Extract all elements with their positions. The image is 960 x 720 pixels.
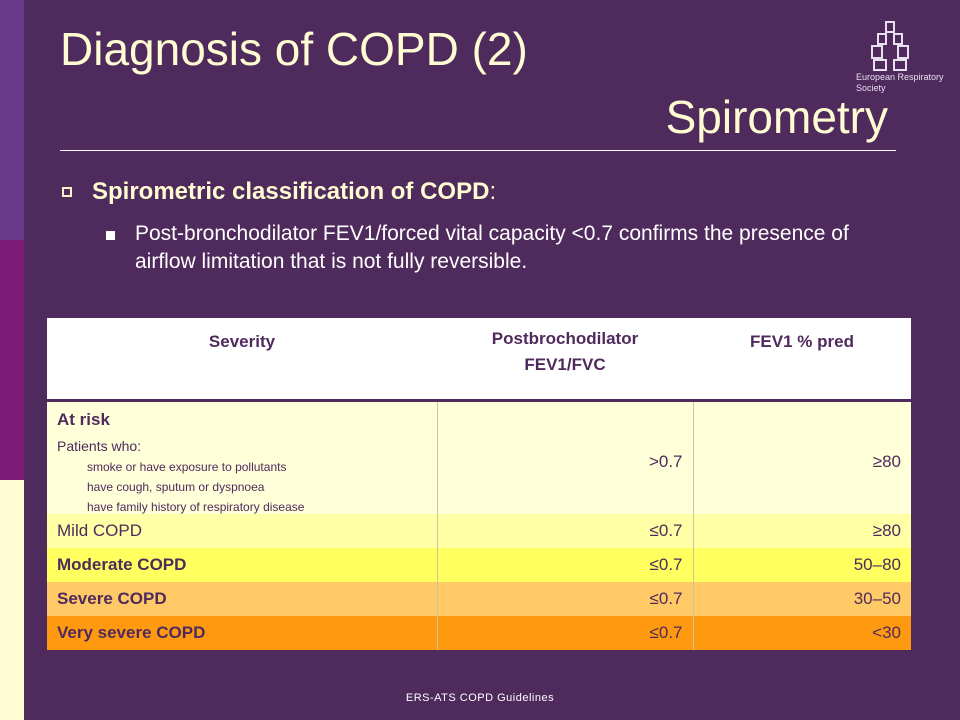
filled-square-bullet-icon: [106, 231, 115, 240]
bullet-main-colon: :: [489, 178, 497, 205]
row-label: Very severe COPD: [47, 616, 438, 650]
row-label: Mild COPD: [47, 514, 438, 548]
row-fev1-fvc: ≤0.7: [437, 548, 694, 582]
logo-caption: European Respiratory Society: [856, 72, 944, 94]
side-stripe: [0, 0, 24, 720]
row-label: Severe COPD: [47, 582, 438, 616]
at-risk-item: smoke or have exposure to pollutants: [87, 460, 287, 474]
severity-table: Severity Postbrochodilator FEV1/FVC FEV1…: [47, 318, 911, 650]
row-fev1-pred: <30: [693, 616, 911, 650]
slide-subtitle: Spirometry: [665, 91, 888, 143]
logo-caption-line: Society: [856, 83, 886, 93]
side-stripe-middle: [0, 240, 24, 480]
row-fev1-fvc: ≤0.7: [437, 616, 694, 650]
slide-footer: ERS-ATS COPD Guidelines: [405, 692, 555, 704]
table-row-very-severe: Very severe COPD ≤0.7 <30: [47, 616, 911, 650]
row-fev1-fvc: ≤0.7: [437, 514, 694, 548]
table-row-at-risk: At risk Patients who: smoke or have expo…: [47, 400, 911, 514]
at-risk-fev1-fvc: >0.7: [437, 400, 694, 514]
title-divider: [60, 150, 896, 151]
table-row-moderate: Moderate COPD ≤0.7 50–80: [47, 548, 911, 582]
bullet-sub-text: Post-bronchodilator FEV1/forced vital ca…: [135, 222, 849, 273]
at-risk-item: have family history of respiratory disea…: [87, 500, 305, 514]
bullet-sub: Post-bronchodilator FEV1/forced vital ca…: [106, 220, 906, 276]
slide-title: Diagnosis of COPD (2): [60, 23, 528, 75]
row-fev1-pred: ≥80: [693, 514, 911, 548]
row-fev1-pred: 50–80: [693, 548, 911, 582]
table-header-row: Severity Postbrochodilator FEV1/FVC FEV1…: [47, 318, 911, 402]
header-severity: Severity: [47, 318, 437, 402]
logo-caption-line: European Respiratory: [856, 72, 944, 82]
bullet-main-label: Spirometric classification of COPD: [92, 178, 490, 205]
side-stripe-top: [0, 0, 24, 240]
header-fev1-pred: FEV1 % pred: [693, 318, 911, 402]
row-fev1-fvc: ≤0.7: [437, 582, 694, 616]
bullet-main-text: Spirometric classification of COPD:: [92, 178, 496, 206]
at-risk-subtitle: Patients who:: [57, 438, 142, 454]
at-risk-item: have cough, sputum or dyspnoea: [87, 480, 265, 494]
bullet-main: Spirometric classification of COPD:: [62, 178, 496, 206]
row-fev1-pred: 30–50: [693, 582, 911, 616]
table-row-mild: Mild COPD ≤0.7 ≥80: [47, 514, 911, 548]
at-risk-fev1-pred: ≥80: [693, 400, 911, 514]
row-label: Moderate COPD: [47, 548, 438, 582]
table-row-severe: Severe COPD ≤0.7 30–50: [47, 582, 911, 616]
side-stripe-bottom: [0, 480, 24, 720]
ers-logo-icon: [871, 21, 909, 71]
at-risk-label: At risk: [57, 410, 110, 429]
at-risk-cell: At risk Patients who: smoke or have expo…: [47, 400, 438, 514]
header-fev1-fvc: Postbrochodilator FEV1/FVC: [437, 318, 693, 402]
hollow-square-bullet-icon: [62, 187, 72, 197]
